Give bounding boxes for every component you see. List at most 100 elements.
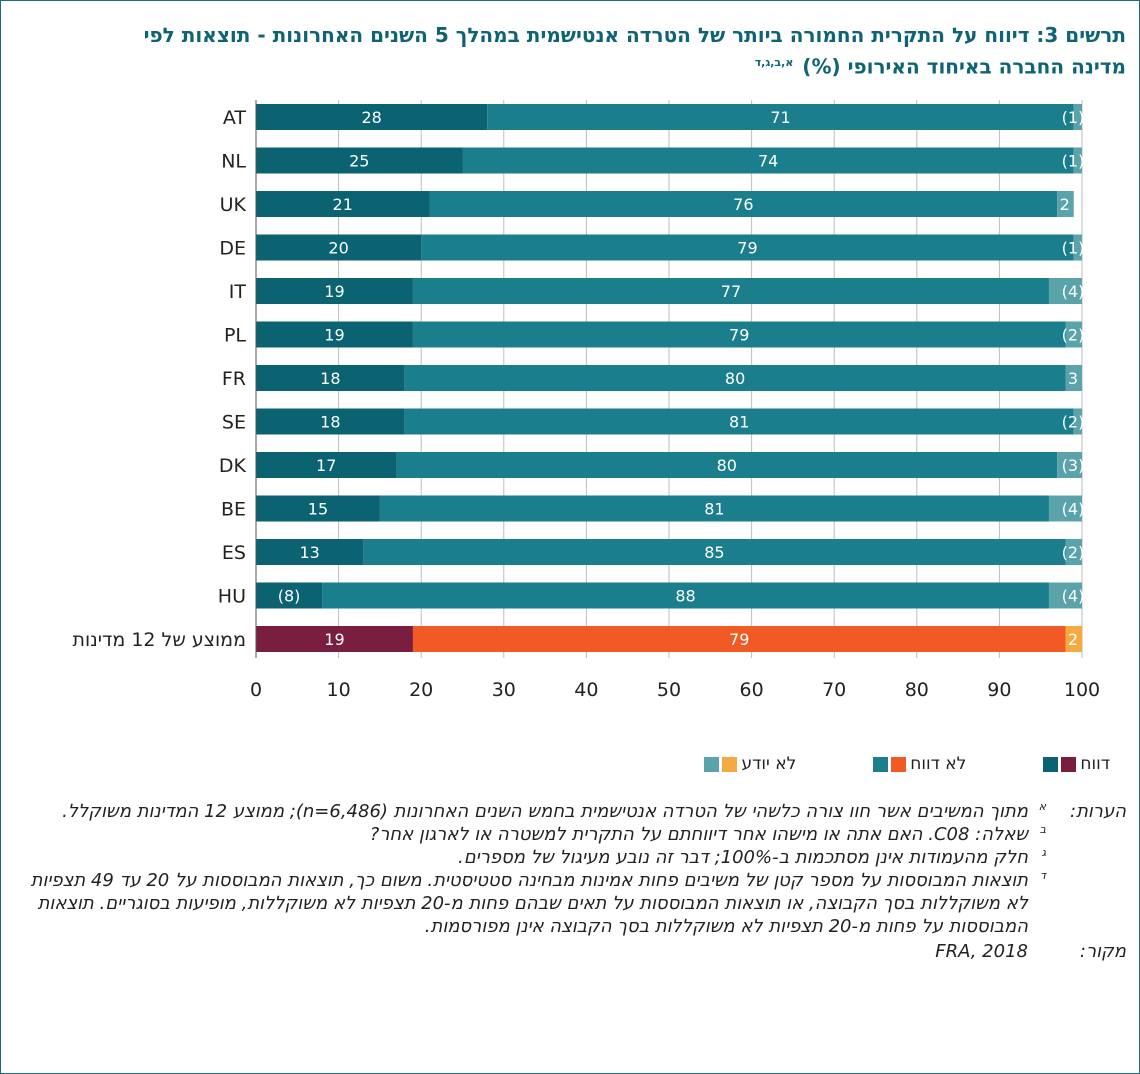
data-label: (4): [1062, 500, 1085, 519]
data-label: (1): [1062, 108, 1085, 127]
category-label: AT: [223, 107, 247, 129]
data-label: 85: [704, 543, 724, 562]
bar-segment: [1048, 582, 1082, 609]
note-indent: [1046, 846, 1126, 869]
x-tick-label: 100: [1064, 679, 1100, 701]
note-mark: ג: [1041, 846, 1046, 859]
x-tick-label: 0: [250, 679, 262, 701]
x-tick-label: 90: [987, 679, 1011, 701]
bar-segment: [396, 452, 1058, 478]
data-label: 71: [770, 108, 790, 127]
legend-item: לא דווח: [870, 754, 970, 774]
note-mark: ד: [1039, 869, 1046, 882]
bar-segment: [421, 234, 1074, 261]
legend-item: דווח: [1040, 754, 1114, 774]
data-label: (3): [1062, 456, 1085, 475]
bar-segment: [256, 321, 413, 348]
bar-segment: [322, 582, 1049, 609]
source-row: מקור: FRA, 2018: [16, 940, 1126, 963]
legend-label: דווח: [1080, 754, 1110, 774]
note-text: מתוך המשיבים אשר חוו צורה כלשהי של הטרדה…: [62, 801, 1028, 822]
data-label: (2): [1062, 543, 1085, 562]
data-label: (2): [1062, 413, 1085, 432]
data-label: 76: [733, 195, 753, 214]
legend-swatch: [722, 756, 738, 772]
data-label: 20: [328, 239, 348, 258]
x-tick-label: 20: [409, 679, 433, 701]
data-label: 81: [729, 413, 749, 432]
category-label: BE: [221, 499, 246, 521]
data-label: 18: [320, 413, 340, 432]
data-label: 79: [729, 326, 749, 345]
notes-heading: הערות:: [1070, 801, 1126, 822]
data-label: 19: [324, 326, 344, 345]
x-tick-label: 50: [657, 679, 681, 701]
stacked-bar-chart: 0 10 20 30 40 50 60 70 80 90 100 AT 28 71 (1) NL 25 74 (1)…: [72, 100, 1100, 701]
category-label: DE: [219, 238, 246, 260]
data-label: 88: [675, 587, 695, 606]
bar-segment: [1073, 147, 1082, 174]
legend-label: לא יודע: [741, 754, 797, 774]
legend-swatch: [891, 756, 907, 772]
source-text: FRA, 2018: [935, 941, 1028, 962]
legend-item: לא יודע: [701, 754, 800, 774]
data-label: 79: [729, 630, 749, 649]
bar-segment: [256, 234, 422, 261]
title-line-1: תרשים 3: דיווח על התקרית החמורה ביותר של…: [143, 23, 1126, 47]
data-label: 77: [721, 282, 741, 301]
category-label: NL: [221, 151, 246, 173]
notes-section: הערות: א מתוך המשיבים אשר חוו צורה כלשהי ש…: [16, 800, 1126, 963]
note-item: ד תוצאות המבוססות על מספר קטן של משיבים פ…: [16, 869, 1126, 938]
note-mark: ב: [1039, 823, 1046, 836]
bar-segment: [1073, 234, 1082, 261]
data-label: (1): [1062, 239, 1085, 258]
data-label: 25: [349, 152, 369, 171]
category-label: UK: [220, 194, 247, 216]
bar-segment: [404, 365, 1066, 391]
data-label: 13: [300, 543, 320, 562]
data-label: 19: [324, 630, 344, 649]
bar-segment: [379, 495, 1049, 522]
category-label: HU: [218, 586, 246, 608]
category-label: IT: [229, 281, 247, 303]
title-line-2: מדינה החברה באיחוד האירופי (%): [802, 54, 1126, 79]
data-label: (1): [1062, 152, 1085, 171]
note-indent: [1046, 823, 1126, 846]
note-text: שאלה: C08. האם אתה או מישהו אחר דיווחתם …: [369, 824, 1028, 845]
bar-segment: [412, 626, 1066, 652]
bar-segment: [256, 365, 405, 391]
note-indent: [1046, 869, 1126, 938]
note-text: חלק מהעמודות אינן מסתכמות ב-100%; דבר זה…: [458, 847, 1028, 868]
data-label: 79: [737, 239, 757, 258]
x-tick-label: 80: [905, 679, 929, 701]
category-label: SE: [222, 412, 246, 434]
legend-swatch: [1061, 756, 1077, 772]
data-label: (4): [1062, 587, 1085, 606]
bar-segment: [412, 278, 1049, 304]
bar-segment: [256, 191, 430, 217]
bar-segment: [256, 452, 397, 478]
legend-swatch: [1043, 756, 1059, 772]
bar-segment: [412, 321, 1066, 348]
bar-segment: [1073, 104, 1082, 130]
x-tick-label: 40: [574, 679, 598, 701]
bar-segment: [363, 539, 1066, 565]
data-label: 80: [717, 456, 737, 475]
bar-segment: [256, 408, 405, 435]
data-label: 74: [758, 152, 778, 171]
legend: דווח לא דווח לא יודע: [701, 754, 1114, 774]
data-label: (2): [1062, 326, 1085, 345]
note-item: ג חלק מהעמודות אינן מסתכמות ב-100%; דבר ז…: [16, 846, 1126, 869]
category-label: DK: [219, 455, 247, 477]
data-label: 17: [316, 456, 336, 475]
data-label: 28: [361, 108, 381, 127]
x-tick-label: 60: [740, 679, 764, 701]
data-label: (8): [278, 587, 301, 606]
bar-segment: [1065, 321, 1082, 348]
legend-swatch: [704, 756, 720, 772]
bar-segment: [1057, 191, 1074, 217]
bar-segment: [256, 582, 323, 609]
bar-segment: [1065, 539, 1082, 565]
bar-segment: [1065, 365, 1082, 391]
bar-segment: [1048, 495, 1082, 522]
